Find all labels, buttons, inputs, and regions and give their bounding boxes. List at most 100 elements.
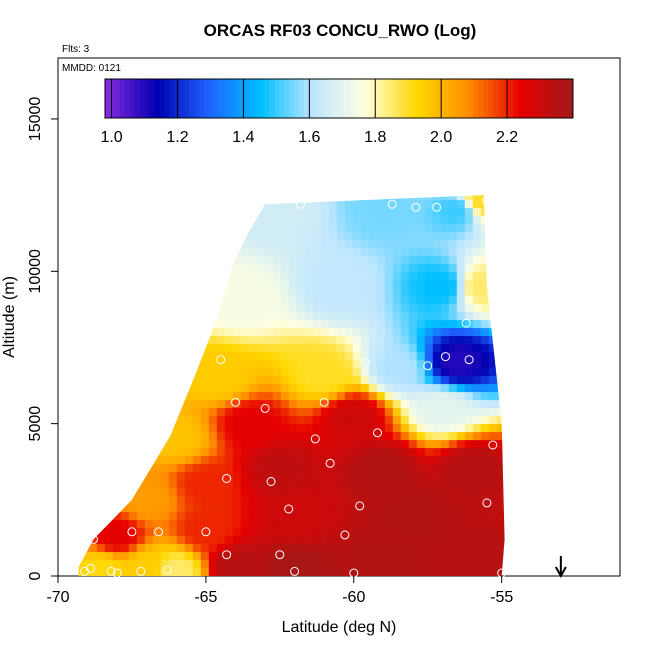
heatmap-cell bbox=[256, 344, 266, 353]
heatmap-cell bbox=[440, 195, 450, 201]
heatmap-cell bbox=[264, 208, 274, 217]
heatmap-cell bbox=[440, 256, 450, 265]
sample-point bbox=[275, 550, 285, 560]
heatmap-cell bbox=[400, 528, 410, 537]
heatmap-cell bbox=[304, 304, 314, 313]
heatmap-cell bbox=[360, 288, 370, 297]
heatmap-cell bbox=[288, 256, 298, 265]
heatmap-cell bbox=[416, 408, 426, 417]
heatmap-cell bbox=[208, 424, 218, 433]
heatmap-cell bbox=[336, 312, 346, 321]
heatmap-cell bbox=[416, 224, 426, 233]
heatmap-cell bbox=[464, 528, 474, 537]
heatmap-cell bbox=[432, 416, 442, 425]
heatmap-cell bbox=[152, 480, 162, 489]
heatmap-cell bbox=[320, 536, 330, 545]
heatmap-cell bbox=[384, 240, 394, 249]
heatmap-cell bbox=[224, 344, 234, 353]
colorbar-segment bbox=[368, 79, 375, 118]
heatmap-cell bbox=[432, 320, 442, 329]
sample-point bbox=[325, 458, 335, 468]
heatmap-cell bbox=[224, 456, 234, 465]
heatmap-cell bbox=[432, 544, 442, 553]
heatmap-cell bbox=[320, 248, 330, 257]
heatmap-cell bbox=[288, 216, 298, 225]
heatmap-cell bbox=[376, 384, 386, 393]
sample-point bbox=[432, 202, 442, 212]
heatmap-cell bbox=[400, 456, 410, 465]
heatmap-cell bbox=[288, 304, 298, 313]
heatmap-cell bbox=[296, 352, 306, 361]
heatmap-cell bbox=[344, 256, 354, 265]
heatmap-cell bbox=[464, 360, 474, 369]
heatmap-cell bbox=[232, 464, 242, 473]
heatmap-cell bbox=[416, 296, 426, 305]
heatmap-cell bbox=[136, 496, 146, 505]
heatmap-cell bbox=[272, 504, 282, 513]
heatmap-cell bbox=[96, 536, 106, 545]
heatmap-cell bbox=[288, 320, 298, 329]
heatmap-cell bbox=[288, 224, 298, 233]
heatmap-cell bbox=[320, 208, 330, 217]
heatmap-cell bbox=[496, 544, 505, 553]
heatmap-cell bbox=[304, 416, 314, 425]
heatmap-cell bbox=[352, 568, 362, 576]
heatmap-cell bbox=[344, 280, 354, 289]
heatmap-cell bbox=[368, 472, 378, 481]
heatmap-cell bbox=[208, 472, 218, 481]
colorbar-segment bbox=[154, 79, 161, 118]
heatmap-cell bbox=[344, 480, 354, 489]
heatmap-cell bbox=[248, 352, 258, 361]
y-tick-label: 15000 bbox=[27, 97, 44, 142]
heatmap-cell bbox=[368, 408, 378, 417]
heatmap-cell bbox=[496, 416, 505, 425]
heatmap-cell bbox=[416, 195, 426, 201]
heatmap-cell bbox=[376, 496, 386, 505]
heatmap-cell bbox=[288, 360, 298, 369]
heatmap-cell bbox=[400, 264, 410, 273]
heatmap-cell bbox=[408, 296, 418, 305]
heatmap-cell bbox=[304, 440, 314, 449]
sample-point bbox=[89, 534, 98, 544]
heatmap-cell bbox=[272, 528, 282, 537]
heatmap-cell bbox=[336, 384, 346, 393]
heatmap-cell bbox=[400, 504, 410, 513]
heatmap-cell bbox=[272, 488, 282, 497]
heatmap-cell bbox=[368, 224, 378, 233]
heatmap-cell bbox=[240, 480, 250, 489]
heatmap-cell bbox=[264, 488, 274, 497]
heatmap-cell bbox=[472, 232, 482, 241]
heatmap-cell bbox=[344, 232, 354, 241]
heatmap-cell bbox=[256, 568, 266, 576]
heatmap-cell bbox=[376, 304, 386, 313]
heatmap-cell bbox=[416, 384, 426, 393]
heatmap-cell bbox=[456, 240, 466, 249]
colorbar-tick-label: 1.6 bbox=[298, 129, 320, 146]
heatmap-cell bbox=[192, 408, 202, 417]
heatmap-cell bbox=[144, 488, 154, 497]
heatmap-cell bbox=[312, 448, 322, 457]
heatmap-cell bbox=[400, 416, 410, 425]
heatmap-cell bbox=[104, 568, 114, 576]
heatmap-cell bbox=[288, 520, 298, 529]
heatmap-cell bbox=[288, 368, 298, 377]
heatmap-cell bbox=[272, 456, 282, 465]
heatmap-cell bbox=[256, 224, 266, 233]
sample-point bbox=[340, 530, 350, 540]
heatmap-cell bbox=[344, 400, 354, 409]
heatmap-cell bbox=[112, 520, 122, 529]
heatmap-cell bbox=[368, 568, 378, 576]
heatmap-cell bbox=[456, 456, 466, 465]
heatmap-cell bbox=[288, 512, 298, 521]
heatmap-cell bbox=[384, 384, 394, 393]
heatmap-cell bbox=[200, 552, 210, 561]
heatmap-cell bbox=[344, 536, 354, 545]
heatmap-cell bbox=[144, 552, 154, 561]
heatmap-cell bbox=[264, 480, 274, 489]
heatmap-cell bbox=[144, 480, 154, 489]
heatmap-cell bbox=[448, 528, 458, 537]
heatmap-cell bbox=[352, 488, 362, 497]
colorbar-segment bbox=[269, 79, 275, 118]
heatmap-cell bbox=[272, 520, 282, 529]
